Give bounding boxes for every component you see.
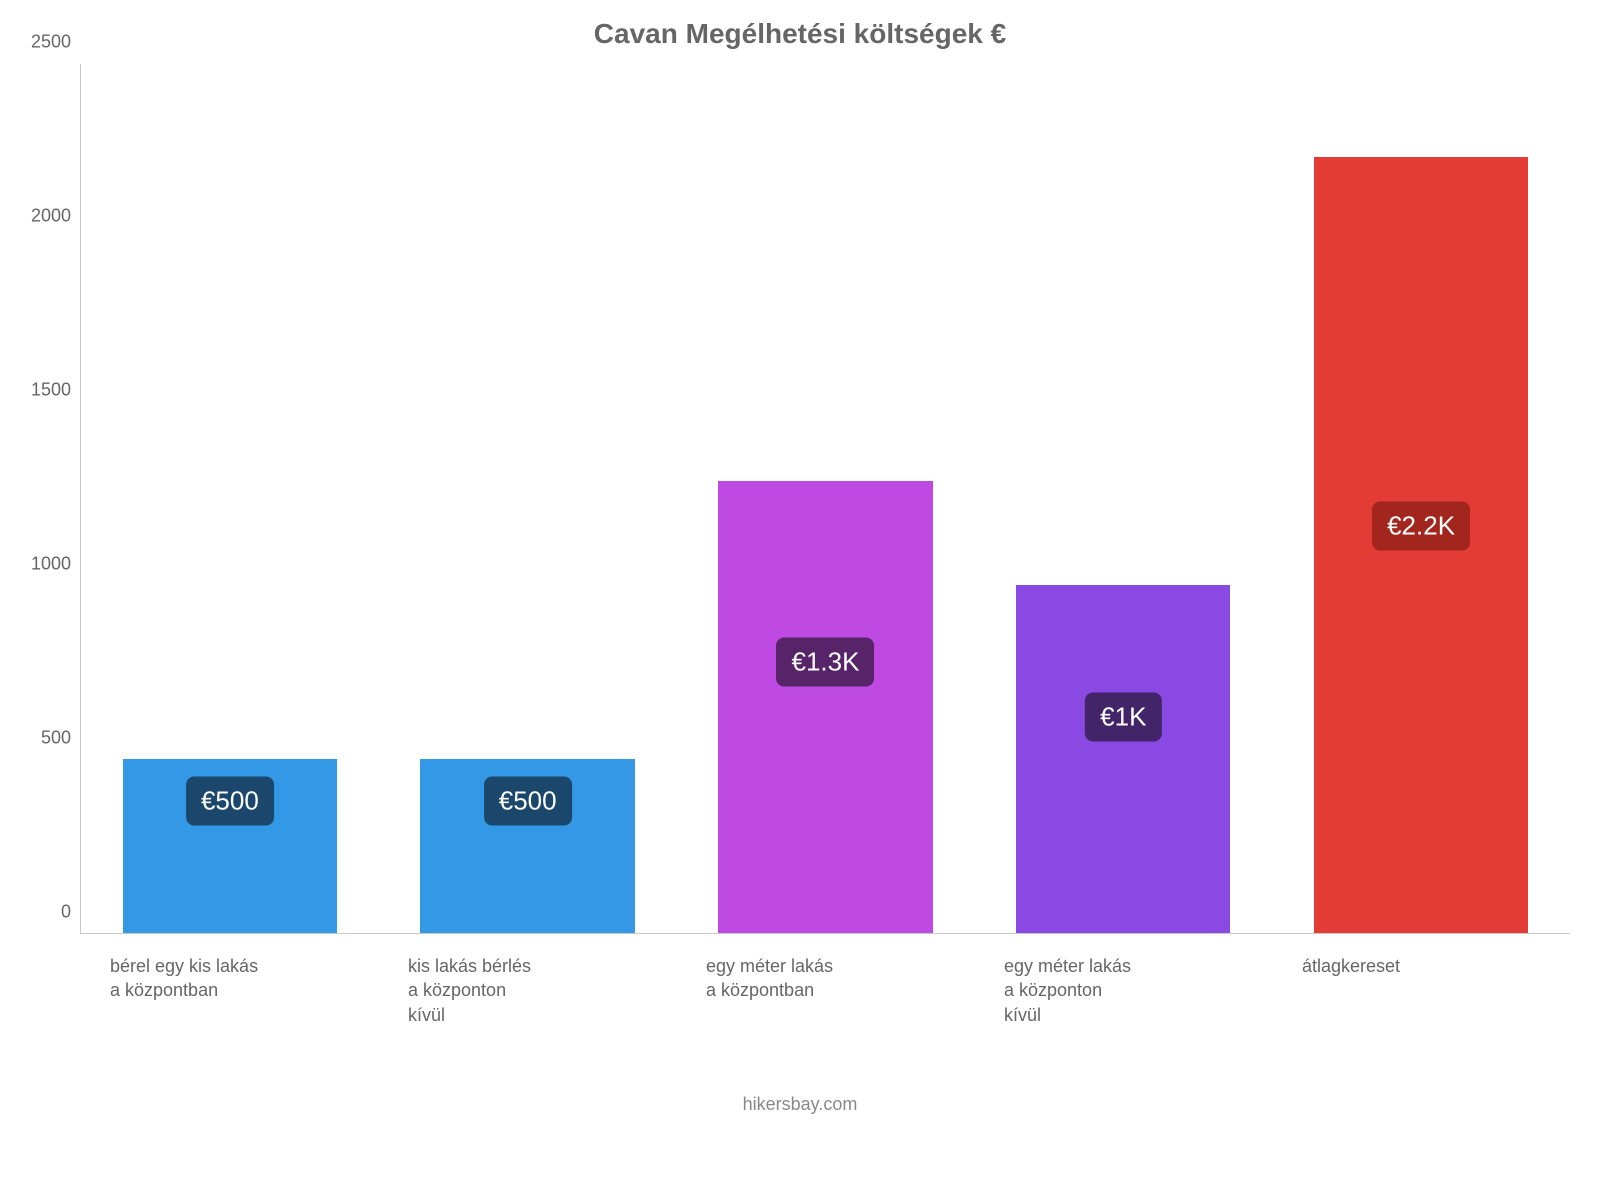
- x-axis-label: egy méter lakása központonkívül: [1004, 954, 1131, 1027]
- value-badge: €500: [484, 776, 572, 825]
- x-axis-label: egy méter lakása központban: [706, 954, 833, 1003]
- y-tick-label: 500: [11, 728, 71, 749]
- bar: €1.3K: [718, 481, 932, 933]
- plot-area: €500€500€1.3K€1K€2.2K 050010001500200025…: [80, 64, 1570, 934]
- attribution-text: hikersbay.com: [0, 1094, 1600, 1115]
- y-tick-label: 2500: [11, 32, 71, 53]
- value-badge: €1.3K: [777, 637, 875, 686]
- bar-slot: €1K: [974, 64, 1272, 933]
- bars-container: €500 €500 €1.3K €1K €2.2K: [81, 64, 1570, 933]
- cost-of-living-chart: Cavan Megélhetési költségek € €500 €500 €1…: [0, 0, 1600, 1200]
- value-badge: €500: [186, 776, 274, 825]
- bar-slot: €1.3K: [677, 64, 975, 933]
- bar-slot: €500: [81, 64, 379, 933]
- bar: €1K: [1016, 585, 1230, 933]
- value-badge: €1K: [1085, 693, 1161, 742]
- chart-title: Cavan Megélhetési költségek €: [0, 18, 1600, 50]
- bar-slot: €2.2K: [1272, 64, 1570, 933]
- value-badge: €2.2K: [1372, 501, 1470, 550]
- y-tick-label: 0: [11, 902, 71, 923]
- bar: €500: [420, 759, 634, 933]
- y-tick-label: 1000: [11, 554, 71, 575]
- bar: €500: [123, 759, 337, 933]
- bar: €2.2K: [1314, 157, 1528, 933]
- x-axis-label: kis lakás bérlésa központonkívül: [408, 954, 531, 1027]
- x-axis-label: bérel egy kis lakása központban: [110, 954, 258, 1003]
- y-tick-label: 2000: [11, 206, 71, 227]
- x-axis-label: átlagkereset: [1302, 954, 1400, 978]
- y-tick-label: 1500: [11, 380, 71, 401]
- bar-slot: €500: [379, 64, 677, 933]
